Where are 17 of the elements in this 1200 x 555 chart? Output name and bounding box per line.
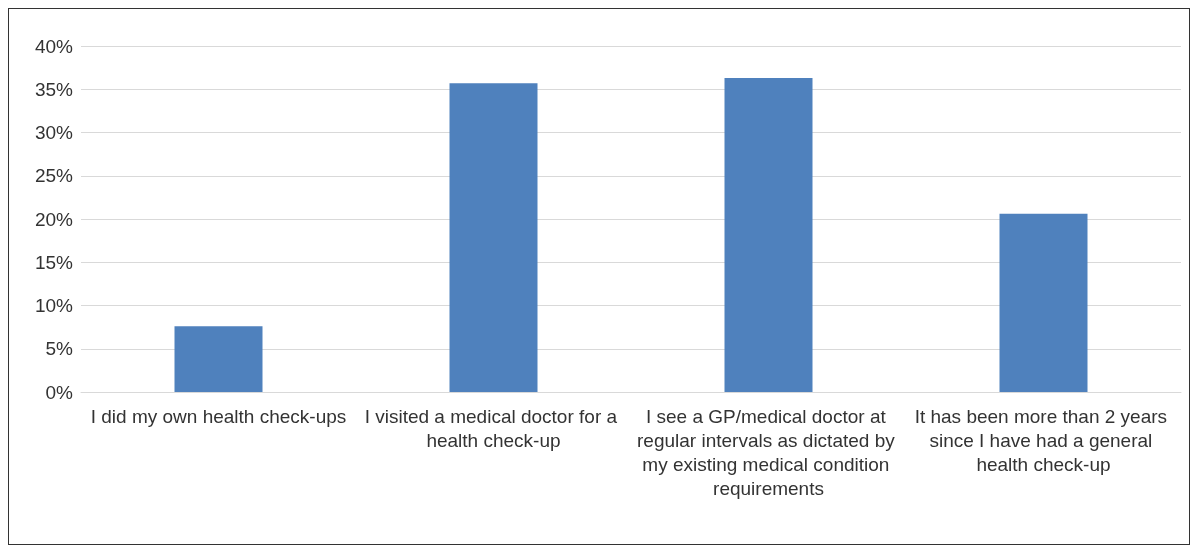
- y-tick-label: 15%: [34, 251, 74, 273]
- y-tick-label: 40%: [34, 35, 74, 57]
- y-tick-label: 30%: [34, 122, 74, 143]
- y-tick-label: 0%: [45, 381, 74, 403]
- x-tick-label: It has been more than 2 years since I have had a general health check-up: [914, 405, 1173, 475]
- y-tick-label: 35%: [34, 78, 74, 100]
- bar: [999, 213, 1088, 392]
- bar: [724, 78, 813, 392]
- y-tick-label: 25%: [34, 165, 74, 187]
- y-tick-label: 10%: [34, 295, 74, 316]
- y-tick-label: 20%: [34, 208, 74, 230]
- x-tick-label: I visited a medical doctor for a health check-up: [364, 405, 623, 451]
- bar: [174, 326, 263, 392]
- y-tick-label: 5%: [45, 338, 74, 360]
- bar: [449, 83, 538, 392]
- x-tick-label: I see a GP/medical doctor at regular intervals as dictated by my existing medical condition requirements: [637, 405, 900, 499]
- x-tick-label: I did my own health check-ups: [90, 405, 347, 427]
